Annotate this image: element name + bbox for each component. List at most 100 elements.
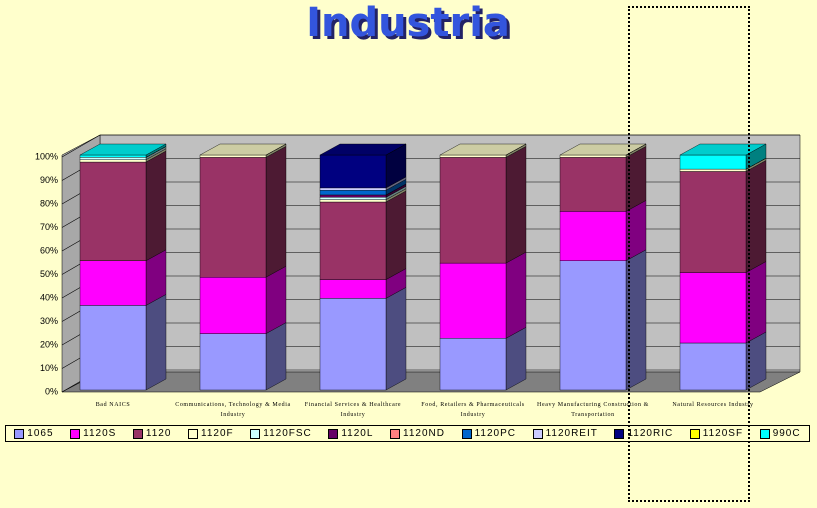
- legend-label: 1120S: [83, 428, 117, 439]
- bar: [319, 197, 387, 200]
- legend-swatch: [461, 428, 472, 439]
- legend-swatch: [188, 428, 199, 439]
- grid-line-side: [61, 134, 101, 158]
- bar: [559, 157, 627, 212]
- legend-label: 1120PC: [474, 428, 516, 439]
- y-tick-label: 80%: [40, 198, 58, 208]
- bar: [679, 171, 747, 273]
- bar: [79, 159, 147, 163]
- x-tick-label: Communications, Technology & Media Indus…: [175, 402, 291, 418]
- legend-item: 1120L: [328, 428, 373, 439]
- x-tick-label: Natural Resources Industry: [672, 402, 754, 408]
- y-tick-label: 30%: [40, 316, 58, 326]
- bar: [199, 157, 267, 278]
- bar-side: [385, 287, 407, 391]
- bar: [679, 272, 747, 344]
- bar: [319, 199, 387, 203]
- legend-label: 1120L: [341, 428, 374, 439]
- legend: 1065 1120S 1120 1120F 1120FSC 1120L 1120ND 1120…: [5, 425, 810, 442]
- bar: [319, 190, 387, 196]
- bar: [439, 338, 507, 391]
- bar: [199, 333, 267, 391]
- bar-side: [145, 294, 167, 391]
- bar: [199, 154, 267, 158]
- legend-item: 1120SF: [689, 428, 744, 439]
- legend-item: 1120ND: [390, 428, 445, 439]
- bar: [319, 187, 387, 191]
- legend-swatch: [532, 428, 543, 439]
- legend-swatch: [14, 428, 25, 439]
- bar-top: [679, 143, 767, 156]
- bar-side: [265, 265, 287, 334]
- bar-side: [145, 150, 167, 262]
- legend-label: 990C: [772, 428, 801, 439]
- bar: [319, 298, 387, 391]
- legend-label: 1120SF: [702, 428, 744, 439]
- legend-item: 1120FSC: [250, 428, 312, 439]
- bar: [439, 154, 507, 158]
- bar: [79, 305, 147, 391]
- bar: [559, 154, 627, 158]
- bar-side: [505, 251, 527, 339]
- bar-top: [559, 143, 647, 156]
- bar: [319, 154, 387, 189]
- bar-side: [385, 190, 407, 280]
- bar: [679, 342, 747, 391]
- legend-swatch: [250, 428, 261, 439]
- bar: [439, 157, 507, 264]
- legend-label: 1065: [27, 428, 54, 439]
- bar: [319, 201, 387, 280]
- chart-title-shadow: Industria: [309, 3, 513, 49]
- bar: [79, 260, 147, 306]
- y-tick-label: 10%: [40, 363, 58, 373]
- legend-item: 1065: [14, 428, 53, 439]
- chart-title: Industria: [306, 0, 510, 46]
- legend-item: 1120PC: [461, 428, 516, 439]
- bar-top: [199, 143, 287, 156]
- x-tick-label: Financial Services & Healthcare Industry: [304, 402, 402, 418]
- y-tick-label: 0%: [45, 386, 58, 396]
- y-tick-label: 60%: [40, 245, 58, 255]
- legend-swatch: [132, 428, 143, 439]
- bar: [79, 157, 147, 160]
- legend-label: 1120F: [201, 428, 234, 439]
- legend-swatch: [689, 428, 700, 439]
- legend-label: 1120FSC: [263, 428, 312, 439]
- legend-swatch: [70, 428, 81, 439]
- bar-side: [505, 146, 527, 264]
- bar: [79, 161, 147, 261]
- legend-item: 990C: [759, 428, 801, 439]
- legend-item: 1120S: [70, 428, 116, 439]
- bar-side: [265, 322, 287, 391]
- legend-swatch: [759, 428, 770, 439]
- bar-top: [319, 143, 407, 156]
- highlight-box: [628, 6, 750, 502]
- legend-swatch: [328, 428, 339, 439]
- legend-item: 1120: [132, 428, 172, 439]
- bar-side: [265, 146, 287, 278]
- bar: [79, 154, 147, 158]
- bar: [559, 260, 627, 391]
- bar: [559, 211, 627, 261]
- y-tick-label: 70%: [40, 222, 58, 232]
- legend-swatch: [390, 428, 401, 439]
- bar-top: [439, 143, 527, 156]
- y-tick-label: 100%: [35, 151, 58, 161]
- y-tick-label: 20%: [40, 339, 58, 349]
- bar: [319, 279, 387, 299]
- legend-label: 1120: [145, 428, 172, 439]
- x-tick-label: Bad NAICS: [95, 402, 131, 408]
- bar: [319, 194, 387, 198]
- x-tick-label: Heavy Manufacturing Construction & Trans…: [537, 402, 649, 418]
- bar: [199, 277, 267, 334]
- y-tick-label: 50%: [40, 269, 58, 279]
- y-tick-label: 40%: [40, 292, 58, 302]
- legend-label: 1120ND: [403, 428, 445, 439]
- legend-item: 1120F: [188, 428, 234, 439]
- legend-label: 1120REIT: [545, 428, 598, 439]
- bar-top: [79, 143, 167, 156]
- bar: [439, 262, 507, 339]
- legend-label: 1120RIC: [627, 428, 674, 439]
